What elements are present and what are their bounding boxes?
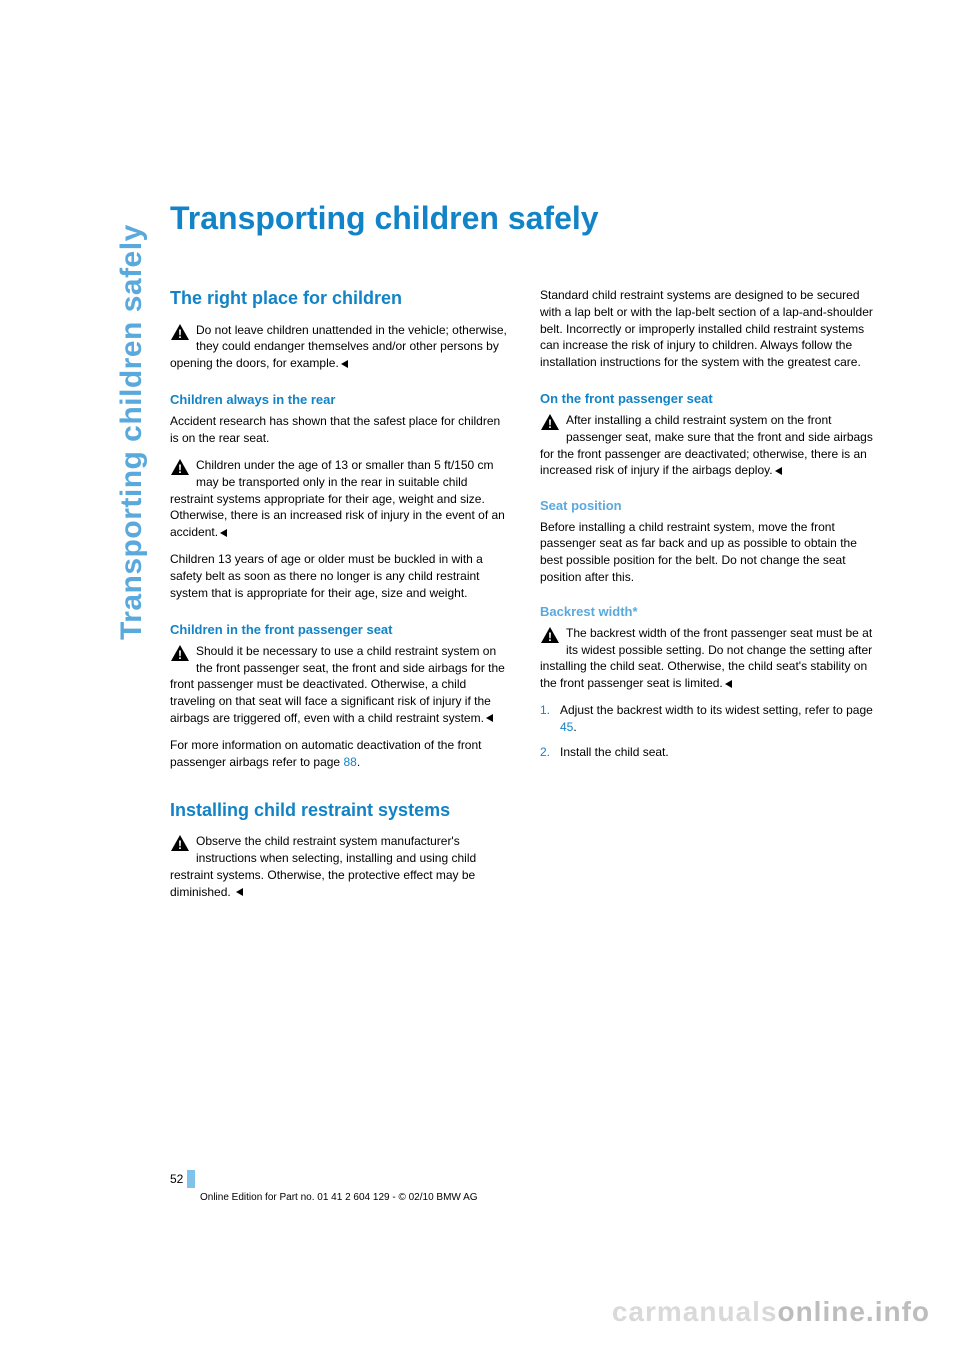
end-marker-icon — [486, 710, 494, 727]
warning-unattended: ! Do not leave children unattended in th… — [170, 322, 510, 373]
heading-children-rear: Children always in the rear — [170, 392, 510, 407]
heading-backrest-width: Backrest width* — [540, 604, 880, 619]
watermark-part2: online.info — [777, 1296, 930, 1327]
list-text: Adjust the backrest width to its widest … — [560, 702, 880, 736]
text: Install the child seat. — [560, 745, 669, 759]
svg-text:!: ! — [548, 417, 552, 431]
warning-icon: ! — [170, 644, 190, 662]
list-number: 2. — [540, 744, 560, 761]
svg-text:!: ! — [178, 327, 182, 341]
page-tab-icon — [187, 1170, 195, 1188]
warning-backrest: ! The backrest width of the front passen… — [540, 625, 880, 693]
footer-edition-line: Online Edition for Part no. 01 41 2 604 … — [170, 1192, 880, 1203]
page-link-88[interactable]: 88 — [343, 755, 356, 769]
page-number-wrap: 52 — [170, 1170, 880, 1188]
page-title: Transporting children safely — [170, 200, 880, 237]
list-text: Install the child seat. — [560, 744, 669, 761]
footer: 52 Online Edition for Part no. 01 41 2 6… — [170, 1170, 880, 1203]
page: Transporting children safely Transportin… — [0, 0, 960, 1358]
warning-icon: ! — [170, 834, 190, 852]
end-marker-icon — [725, 676, 733, 693]
para-accident-research: Accident research has shown that the saf… — [170, 413, 510, 447]
text: . — [357, 755, 360, 769]
page-link-45[interactable]: 45 — [560, 720, 573, 734]
text: . — [573, 720, 576, 734]
list-number: 1. — [540, 702, 560, 736]
right-column: Standard child restraint systems are des… — [540, 287, 880, 911]
text: Adjust the backrest width to its widest … — [560, 703, 873, 717]
list-item: 1. Adjust the backrest width to its wide… — [540, 702, 880, 736]
heading-seat-position: Seat position — [540, 498, 880, 513]
warning-icon: ! — [540, 413, 560, 431]
page-number: 52 — [170, 1172, 187, 1186]
ordered-list: 1. Adjust the backrest width to its wide… — [540, 702, 880, 760]
para-children-13: Children 13 years of age or older must b… — [170, 551, 510, 601]
end-marker-icon — [341, 356, 349, 373]
list-item: 2. Install the child seat. — [540, 744, 880, 761]
end-marker-icon — [236, 884, 244, 901]
heading-installing: Installing child restraint systems — [170, 799, 510, 822]
heading-front-passenger: Children in the front passenger seat — [170, 622, 510, 637]
svg-text:!: ! — [178, 648, 182, 662]
warning-text: Should it be necessary to use a child re… — [170, 644, 505, 725]
text: For more information on automatic deacti… — [170, 738, 482, 769]
svg-text:!: ! — [548, 630, 552, 644]
para-seat-position: Before installing a child restraint syst… — [540, 519, 880, 586]
warning-text: Do not leave children unattended in the … — [170, 323, 507, 371]
svg-text:!: ! — [178, 462, 182, 476]
left-column: The right place for children ! Do not le… — [170, 287, 510, 911]
svg-text:!: ! — [178, 838, 182, 852]
warning-text: Observe the child restraint system manuf… — [170, 834, 476, 898]
para-standard-restraint: Standard child restraint systems are des… — [540, 287, 880, 371]
end-marker-icon — [220, 525, 228, 542]
watermark-part1: carmanuals — [612, 1296, 778, 1327]
warning-icon: ! — [170, 323, 190, 341]
sidebar-section-label: Transporting children safely — [115, 224, 149, 640]
watermark: carmanualsonline.info — [612, 1296, 930, 1328]
warning-text: The backrest width of the front passenge… — [540, 626, 872, 690]
warning-manufacturer: ! Observe the child restraint system man… — [170, 833, 510, 901]
warning-icon: ! — [170, 458, 190, 476]
warning-after-install: ! After installing a child restraint sys… — [540, 412, 880, 480]
para-auto-deactivation: For more information on automatic deacti… — [170, 737, 510, 771]
warning-front-seat: ! Should it be necessary to use a child … — [170, 643, 510, 727]
warning-under-13: ! Children under the age of 13 or smalle… — [170, 457, 510, 541]
heading-right-place: The right place for children — [170, 287, 510, 310]
content-columns: The right place for children ! Do not le… — [170, 287, 880, 911]
warning-text: After installing a child restraint syste… — [540, 413, 873, 477]
end-marker-icon — [775, 463, 783, 480]
warning-icon: ! — [540, 626, 560, 644]
heading-on-front-seat: On the front passenger seat — [540, 391, 880, 406]
